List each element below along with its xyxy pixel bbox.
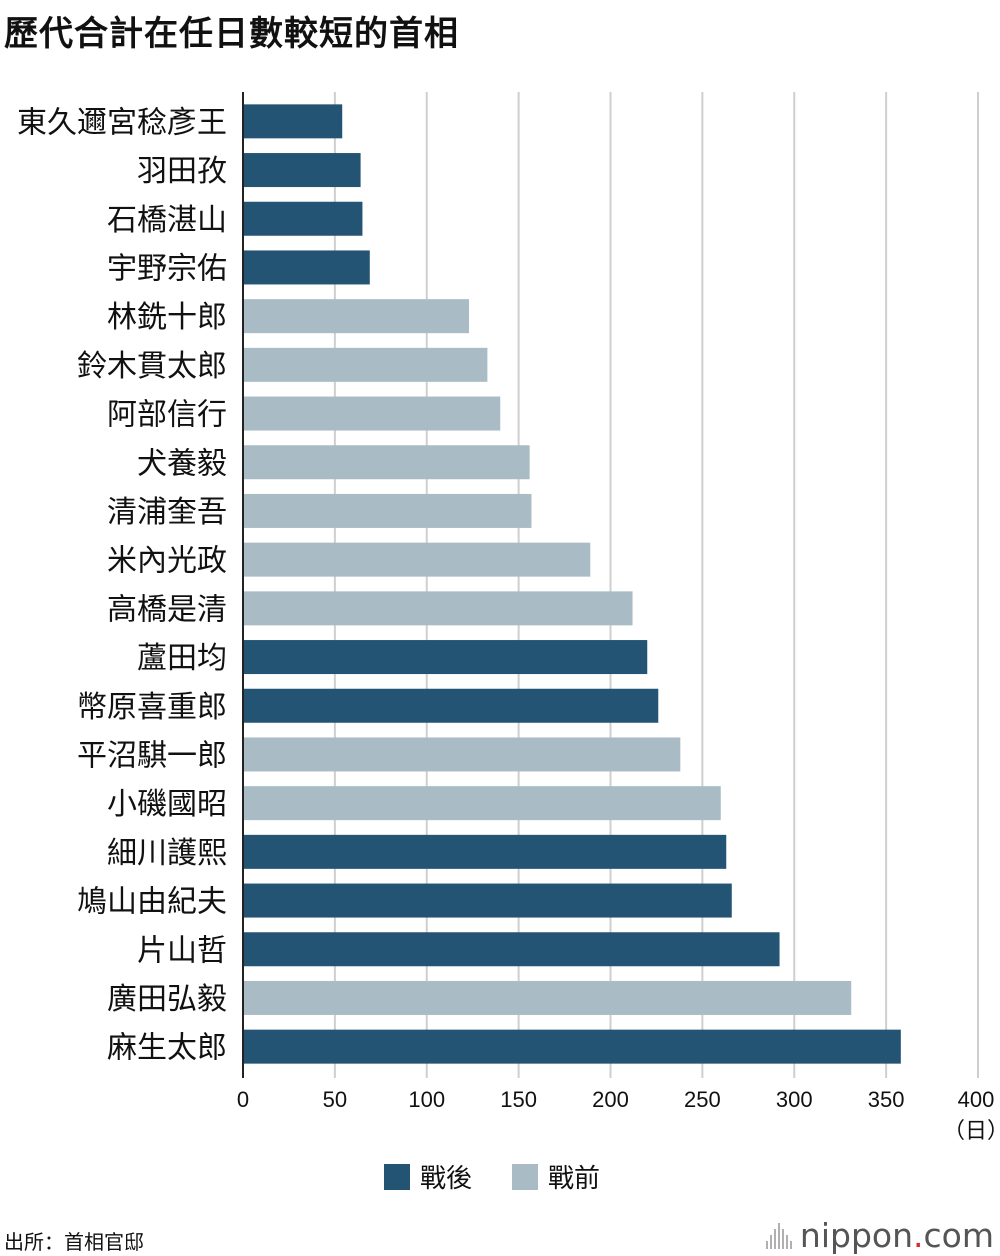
bar-chart: 東久邇宮稔彥王羽田孜石橋湛山宇野宗佑林銑十郎鈴木貫太郎阿部信行犬養毅清浦奎吾米內… bbox=[17, 92, 1000, 1140]
bar bbox=[243, 737, 681, 772]
category-label: 宇野宗佑 bbox=[107, 251, 227, 286]
bar bbox=[243, 932, 780, 967]
category-label: 犬養毅 bbox=[137, 446, 227, 481]
x-tick-label: 400 bbox=[958, 1087, 995, 1112]
bar bbox=[243, 640, 648, 675]
legend-swatch-postwar bbox=[384, 1163, 410, 1190]
x-tick-label: 0 bbox=[237, 1087, 249, 1112]
legend-label-postwar: 戰後 bbox=[420, 1164, 473, 1194]
x-tick-label: 250 bbox=[684, 1087, 721, 1112]
x-tick-label: 150 bbox=[500, 1087, 537, 1112]
category-label: 麻生太郎 bbox=[107, 1031, 227, 1066]
grid-layer bbox=[333, 92, 979, 1078]
category-label: 東久邇宮稔彥王 bbox=[17, 105, 227, 140]
category-label: 廣田弘毅 bbox=[107, 982, 227, 1017]
category-label: 羽田孜 bbox=[137, 154, 227, 189]
bar bbox=[243, 299, 470, 334]
bar bbox=[243, 688, 659, 723]
bar bbox=[243, 493, 532, 528]
bar bbox=[243, 883, 732, 918]
category-label: 鳩山由紀夫 bbox=[77, 885, 227, 920]
source-note: 出所：首相官邸 bbox=[4, 1230, 144, 1254]
category-label: 幣原喜重郎 bbox=[77, 690, 227, 725]
category-label: 米內光政 bbox=[107, 544, 227, 579]
bar-layer bbox=[243, 104, 901, 1064]
category-label: 片山哲 bbox=[137, 933, 227, 968]
bar bbox=[243, 591, 633, 626]
category-label: 小磯國昭 bbox=[107, 787, 227, 822]
category-label: 平沼騏一郎 bbox=[77, 738, 227, 773]
chart-title: 歷代合計在任日數較短的首相 bbox=[4, 14, 459, 54]
bar bbox=[243, 201, 363, 236]
brand-logo: nippon.com bbox=[765, 1216, 994, 1255]
bar bbox=[243, 834, 727, 869]
x-tick-label: 50 bbox=[323, 1087, 347, 1112]
x-tick-label: 350 bbox=[868, 1087, 905, 1112]
x-tick-label: 100 bbox=[408, 1087, 445, 1112]
bar bbox=[243, 1029, 901, 1064]
bar bbox=[243, 347, 488, 382]
bar bbox=[243, 542, 591, 577]
legend-label-prewar: 戰前 bbox=[548, 1164, 601, 1194]
legend: 戰後 戰前 bbox=[384, 1158, 600, 1195]
bar bbox=[243, 104, 343, 139]
legend-item-postwar: 戰後 bbox=[384, 1158, 472, 1195]
legend-swatch-prewar bbox=[512, 1163, 539, 1190]
category-label: 林銑十郎 bbox=[107, 300, 227, 335]
category-label: 清浦奎吾 bbox=[107, 495, 227, 530]
legend-item-prewar: 戰前 bbox=[512, 1158, 600, 1195]
x-axis-unit: （日） bbox=[943, 1119, 1000, 1140]
category-labels: 東久邇宮稔彥王羽田孜石橋湛山宇野宗佑林銑十郎鈴木貫太郎阿部信行犬養毅清浦奎吾米內… bbox=[17, 105, 227, 1065]
bar bbox=[243, 980, 852, 1015]
x-tick-label: 200 bbox=[592, 1087, 629, 1112]
bar bbox=[243, 445, 530, 480]
x-axis-ticks: 0 50 100 150 200 250 300 350 400 bbox=[237, 1087, 994, 1112]
bar bbox=[243, 250, 370, 285]
category-label: 阿部信行 bbox=[107, 398, 227, 433]
x-tick-label: 300 bbox=[776, 1087, 813, 1112]
category-label: 石橋湛山 bbox=[107, 203, 227, 238]
bar bbox=[243, 396, 501, 431]
category-label: 蘆田均 bbox=[137, 641, 227, 676]
brand-mark-icon bbox=[765, 1222, 792, 1249]
category-label: 高橋是清 bbox=[107, 592, 227, 627]
category-label: 鈴木貫太郎 bbox=[77, 349, 227, 384]
bar bbox=[243, 786, 721, 821]
brand-name: nippon.com bbox=[799, 1216, 994, 1255]
category-label: 細川護熙 bbox=[107, 836, 227, 871]
bar bbox=[243, 153, 361, 188]
